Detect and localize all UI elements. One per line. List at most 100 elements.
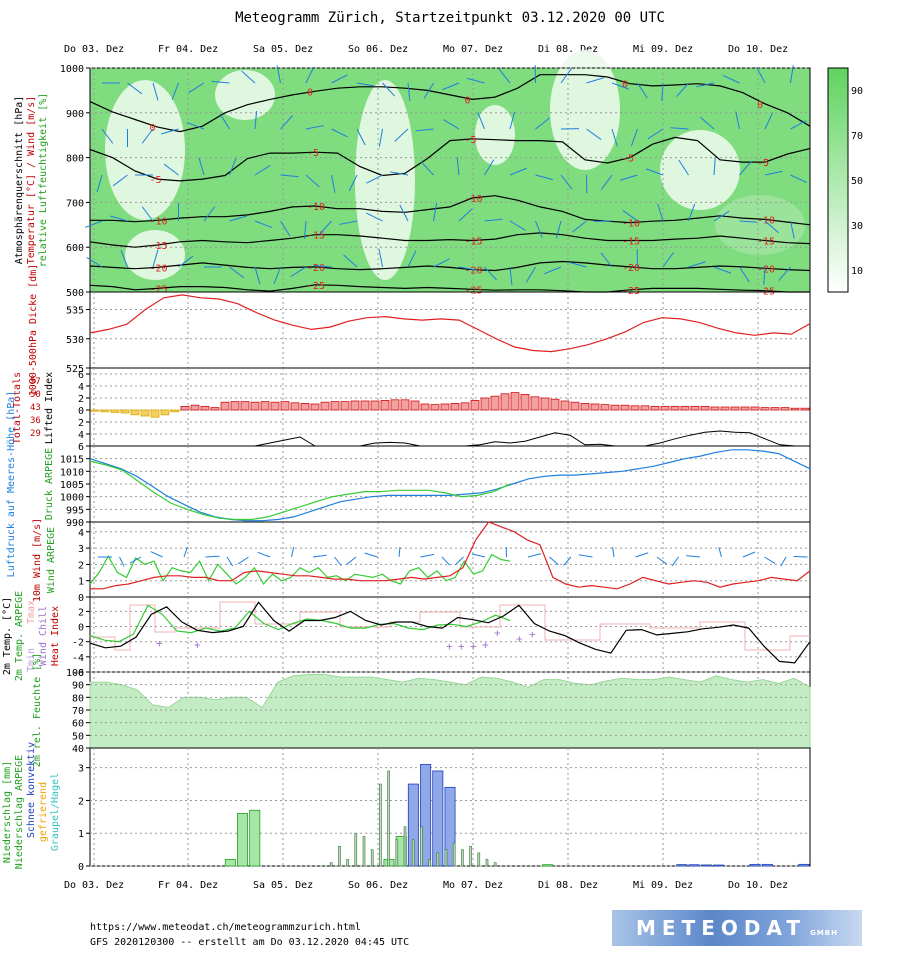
- precip-arpege-bar: [379, 783, 382, 867]
- lifted-index-bar: [740, 406, 750, 411]
- lifted-index-bar: [730, 406, 740, 411]
- lifted-index-bar: [590, 403, 600, 411]
- isotherm-label: 0: [307, 87, 313, 98]
- wind-barb: [611, 82, 630, 90]
- ylabel-pressure: Luftdruck auf Meeres-Höhe [hPa]: [6, 391, 17, 578]
- page-title: Meteogramm Zürich, Startzeitpunkt 03.12.…: [235, 10, 665, 26]
- precip-arpege-bar: [403, 826, 407, 867]
- isotherm-label: -5: [757, 158, 769, 169]
- footer-url[interactable]: https://www.meteodat.ch/meteogrammzurich…: [90, 922, 361, 933]
- isotherm-line: [90, 195, 811, 226]
- wind-chill-mark: +: [529, 628, 536, 641]
- wind-barb: [280, 115, 293, 130]
- wind-barb: [313, 264, 332, 268]
- isotherm-label: -5: [465, 135, 477, 146]
- isotherm-label: -10: [622, 219, 640, 230]
- wind-arrow: [656, 556, 668, 565]
- dry-area: [105, 80, 185, 220]
- wind-barb: [484, 266, 498, 281]
- wind-arrow: [364, 552, 378, 558]
- wind-barb: [764, 220, 779, 234]
- humidity-ytick-label: 100: [66, 668, 84, 679]
- lifted-index-bar: [670, 405, 680, 411]
- lifted-index-bar: [780, 407, 790, 411]
- isotherm-label: 0: [622, 80, 628, 91]
- day-label-top: Fr 04. Dez: [158, 44, 218, 55]
- precip-arpege-bar: [346, 859, 349, 867]
- wind-barb: [790, 220, 795, 239]
- lifted-index-ytick-label: 6: [78, 370, 84, 381]
- wind-barb: [356, 82, 375, 87]
- isotherm-label: 0: [150, 123, 156, 134]
- humidity-ytick-label: 60: [72, 719, 84, 730]
- wind-barb: [171, 82, 179, 100]
- colorbar-tick-label: 30: [851, 221, 863, 232]
- precip-arpege-bar: [387, 770, 390, 867]
- wind-barb: [407, 82, 411, 101]
- wind-barb: [544, 266, 562, 275]
- cross-section-ytick-label: 1000: [60, 64, 84, 75]
- pressure-gfs-line: [89, 449, 811, 522]
- wind-chill-mark: +: [194, 639, 201, 652]
- lifted-index-bar: [630, 405, 640, 411]
- lifted-index-bar: [340, 401, 350, 411]
- humidity-ytick-label: 70: [72, 706, 84, 717]
- temperature-ytick-label: -4: [72, 653, 84, 664]
- precip-arpege-bar: [370, 849, 374, 867]
- wind-barb: [586, 128, 602, 140]
- ylabel-tmax: Tmax: [26, 600, 37, 624]
- ylabel-wind-arpege: Wind ARPEGE: [46, 527, 57, 593]
- lifted-index-bar: [100, 409, 110, 413]
- total-totals-tick: 43: [30, 403, 41, 413]
- ylabel-thickness: 1000-500hPa Dicke [dm]: [28, 264, 39, 396]
- wind-arrow: [441, 556, 451, 566]
- lifted-index-bar: [180, 405, 190, 411]
- wind-barb: [86, 257, 103, 268]
- lifted-index-bar: [170, 409, 180, 413]
- isotherm-label: -5: [307, 148, 319, 159]
- lifted-index-bar: [550, 398, 560, 411]
- ylabel-temperature: Temperatur [°C] / Wind [m/s]: [26, 96, 37, 265]
- ylabel-wind-chill: Wind Chill: [38, 606, 49, 666]
- lifted-index-ytick-label: 6: [78, 442, 84, 453]
- day-label-bottom: Sa 05. Dez: [253, 880, 313, 891]
- wind-chill-mark: +: [482, 639, 489, 652]
- wind-barb: [790, 174, 808, 184]
- wind-barb: [378, 128, 383, 147]
- wind-barb: [568, 261, 587, 268]
- lifted-index-bar: [440, 403, 450, 411]
- precip-arpege-bar: [354, 832, 358, 867]
- wind-barb: [620, 174, 638, 181]
- wind-arrow: [527, 553, 542, 558]
- wind-barb: [535, 174, 554, 181]
- cross-section-ytick-label: 700: [66, 198, 84, 209]
- lifted-index-bar: [140, 409, 150, 417]
- lifted-index-bar: [200, 405, 210, 411]
- isotherm-line: [89, 136, 811, 182]
- snow-bar: [761, 863, 773, 867]
- isotherm-label: -10: [150, 216, 168, 227]
- snow-bar: [712, 864, 724, 867]
- wind-barb: [229, 215, 247, 222]
- precip-ytick-label: 2: [78, 796, 84, 807]
- wind-gfs-line: [90, 521, 811, 590]
- wind-barb: [484, 218, 503, 222]
- humidity-ytick-label: 80: [72, 693, 84, 704]
- wind-ytick-label: 0: [78, 593, 84, 604]
- wind-barb: [241, 70, 256, 84]
- lifted-index-bar: [760, 407, 770, 411]
- wind-barb: [378, 249, 383, 268]
- wind-barb: [662, 252, 674, 268]
- lifted-index-bar: [280, 401, 290, 411]
- day-label-top: Mo 07. Dez: [443, 44, 503, 55]
- lifted-index-bar: [800, 407, 810, 411]
- wind-chill-mark: +: [494, 627, 501, 640]
- wind-barb: [509, 266, 513, 285]
- wind-barb: [331, 174, 336, 193]
- wind-barb: [229, 158, 237, 176]
- wind-barb: [790, 120, 807, 130]
- wind-barb: [319, 220, 332, 235]
- precip-bar: [249, 809, 261, 867]
- colorbar-tick-label: 70: [851, 131, 863, 142]
- wind-arrow: [119, 556, 125, 567]
